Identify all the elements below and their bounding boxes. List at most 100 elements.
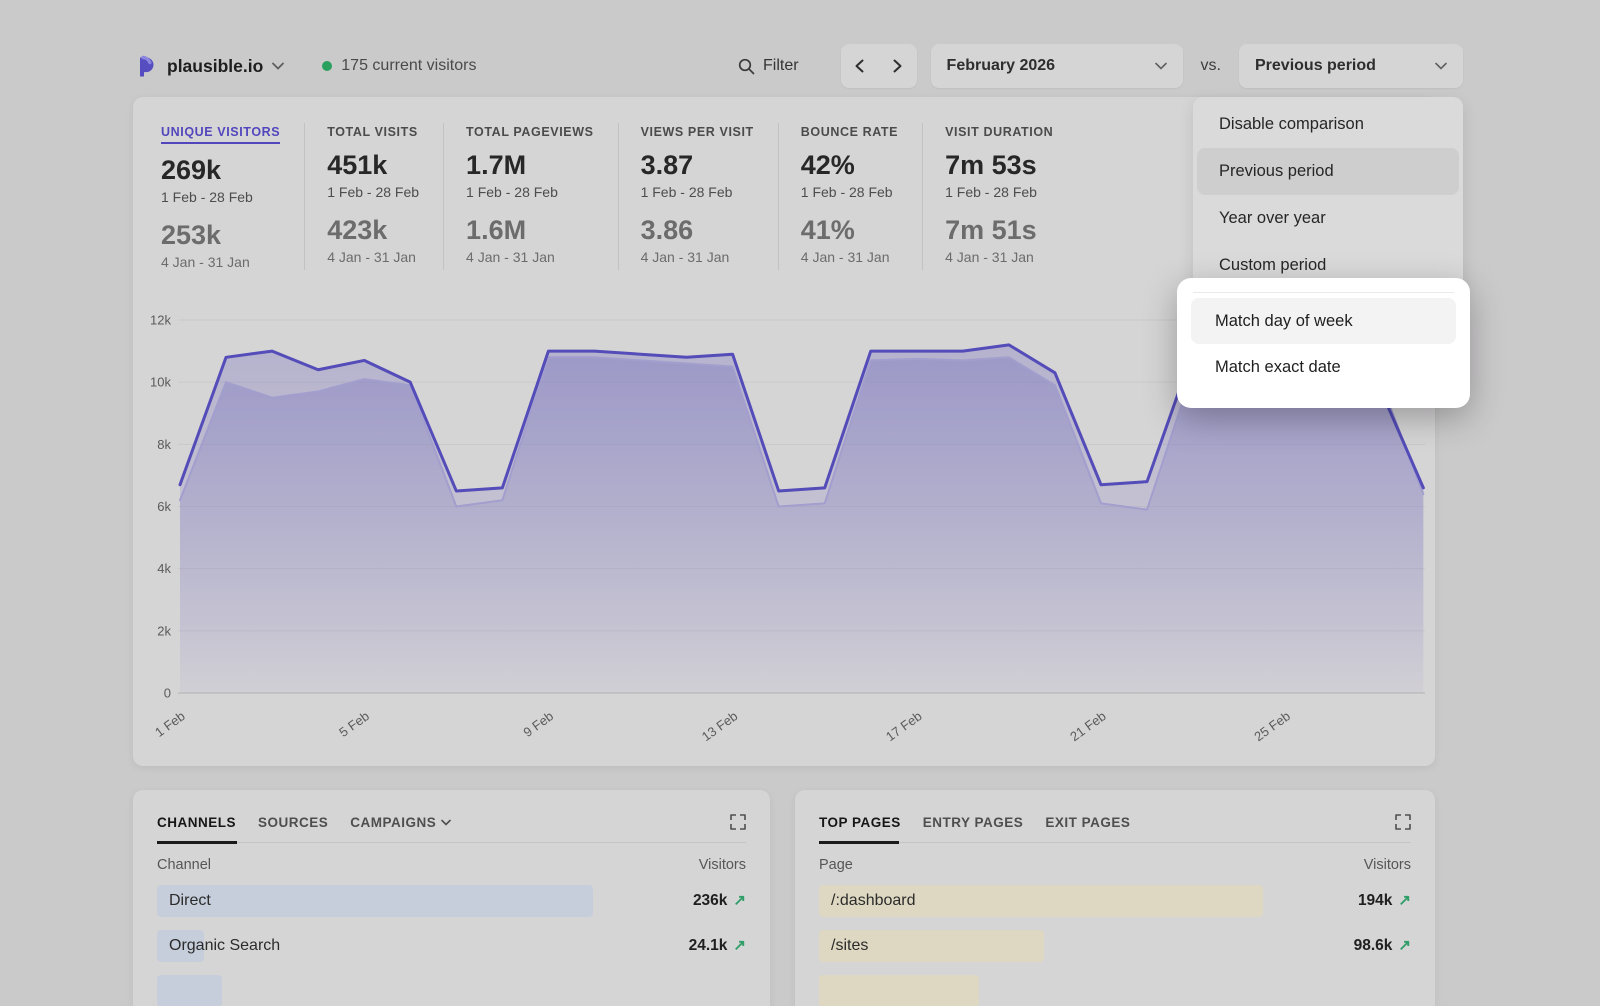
trend-up-icon: ↗ bbox=[1398, 885, 1411, 917]
tab-exit-pages[interactable]: EXIT PAGES bbox=[1045, 815, 1130, 830]
date-nav bbox=[841, 44, 917, 88]
site-selector[interactable]: plausible.io bbox=[133, 54, 284, 79]
svg-text:0: 0 bbox=[164, 686, 171, 701]
comparison-dropdown[interactable]: Previous period bbox=[1239, 44, 1463, 88]
search-icon bbox=[738, 58, 755, 75]
current-visitors-label: 175 current visitors bbox=[341, 57, 476, 75]
row-visitors: 194k bbox=[1358, 885, 1392, 917]
chevron-down-icon bbox=[1155, 57, 1167, 75]
stat-prev-period: 4 Jan - 31 Jan bbox=[641, 249, 754, 265]
channel-row-organic-search[interactable]: Organic Search 24.1k↗ bbox=[157, 930, 746, 962]
channel-row-partial[interactable] bbox=[157, 975, 746, 1006]
stat-visit-duration[interactable]: VISIT DURATION 7m 53s 1 Feb - 28 Feb 7m … bbox=[922, 123, 1077, 270]
stat-prev-period: 4 Jan - 31 Jan bbox=[801, 249, 898, 265]
row-bar bbox=[819, 975, 979, 1006]
chevron-down-icon bbox=[272, 57, 284, 75]
match-mode-submenu: Match day of week Match exact date bbox=[1177, 278, 1470, 408]
stat-value: 42% bbox=[801, 150, 898, 181]
page-row-partial[interactable] bbox=[819, 975, 1411, 1006]
row-bar bbox=[157, 975, 222, 1006]
chevron-down-icon bbox=[441, 819, 451, 826]
tab-sources[interactable]: SOURCES bbox=[258, 815, 328, 830]
period-dropdown[interactable]: February 2026 bbox=[931, 44, 1183, 88]
previous-date-button[interactable] bbox=[841, 44, 879, 88]
stat-unique-visitors[interactable]: UNIQUE VISITORS 269k 1 Feb - 28 Feb 253k… bbox=[161, 123, 304, 270]
menu-item-year-over-year[interactable]: Year over year bbox=[1197, 195, 1459, 242]
tab-campaigns[interactable]: CAMPAIGNS bbox=[350, 815, 451, 830]
stat-value: 3.87 bbox=[641, 150, 754, 181]
stat-label: BOUNCE RATE bbox=[801, 125, 898, 139]
menu-item-previous-period[interactable]: Previous period bbox=[1197, 148, 1459, 195]
stat-value: 451k bbox=[327, 150, 419, 181]
row-name: Direct bbox=[157, 885, 746, 917]
channels-tabs: CHANNELS SOURCES CAMPAIGNS bbox=[157, 814, 746, 843]
stat-prev-value: 423k bbox=[327, 215, 419, 246]
svg-text:10k: 10k bbox=[150, 375, 171, 390]
stat-prev-value: 7m 51s bbox=[945, 215, 1053, 246]
svg-text:6k: 6k bbox=[157, 499, 171, 514]
menu-item-disable-comparison[interactable]: Disable comparison bbox=[1197, 101, 1459, 148]
stat-period: 1 Feb - 28 Feb bbox=[327, 184, 419, 200]
page-row-dashboard[interactable]: /:dashboard 194k↗ bbox=[819, 885, 1411, 917]
row-name: Organic Search bbox=[157, 930, 746, 962]
row-name: /:dashboard bbox=[819, 885, 1411, 917]
stat-period: 1 Feb - 28 Feb bbox=[801, 184, 898, 200]
tab-entry-pages[interactable]: ENTRY PAGES bbox=[923, 815, 1024, 830]
row-name: /sites bbox=[819, 930, 1411, 962]
stat-total-pageviews[interactable]: TOTAL PAGEVIEWS 1.7M 1 Feb - 28 Feb 1.6M… bbox=[443, 123, 618, 270]
trend-up-icon: ↗ bbox=[733, 885, 746, 917]
live-dot-icon bbox=[322, 61, 332, 71]
current-visitors[interactable]: 175 current visitors bbox=[322, 57, 476, 75]
stat-label: VISIT DURATION bbox=[945, 125, 1053, 139]
expand-icon[interactable] bbox=[1395, 814, 1411, 830]
stat-period: 1 Feb - 28 Feb bbox=[641, 184, 754, 200]
row-visitors: 24.1k bbox=[689, 930, 728, 962]
stat-prev-value: 1.6M bbox=[466, 215, 594, 246]
menu-item-match-day-of-week[interactable]: Match day of week bbox=[1191, 298, 1456, 344]
channels-panel: CHANNELS SOURCES CAMPAIGNS Channel Visit… bbox=[133, 790, 770, 1006]
svg-text:4k: 4k bbox=[157, 561, 171, 576]
svg-text:21 Feb: 21 Feb bbox=[1067, 708, 1109, 744]
comparison-label: Previous period bbox=[1255, 57, 1376, 75]
next-date-button[interactable] bbox=[879, 44, 917, 88]
stat-prev-period: 4 Jan - 31 Jan bbox=[327, 249, 419, 265]
stat-views-per-visit[interactable]: VIEWS PER VISIT 3.87 1 Feb - 28 Feb 3.86… bbox=[618, 123, 778, 270]
stat-period: 1 Feb - 28 Feb bbox=[466, 184, 594, 200]
pages-tabs: TOP PAGES ENTRY PAGES EXIT PAGES bbox=[819, 814, 1411, 843]
plausible-logo-icon bbox=[133, 54, 158, 79]
comparison-menu: Disable comparison Previous period Year … bbox=[1193, 97, 1463, 297]
stat-period: 1 Feb - 28 Feb bbox=[161, 189, 280, 205]
stat-label: UNIQUE VISITORS bbox=[161, 125, 280, 144]
svg-text:2k: 2k bbox=[157, 623, 171, 638]
channel-row-direct[interactable]: Direct 236k↗ bbox=[157, 885, 746, 917]
stat-bounce-rate[interactable]: BOUNCE RATE 42% 1 Feb - 28 Feb 41% 4 Jan… bbox=[778, 123, 922, 270]
site-name: plausible.io bbox=[167, 56, 263, 77]
stat-period: 1 Feb - 28 Feb bbox=[945, 184, 1053, 200]
pages-panel: TOP PAGES ENTRY PAGES EXIT PAGES Page Vi… bbox=[795, 790, 1435, 1006]
svg-text:1 Feb: 1 Feb bbox=[152, 708, 188, 740]
menu-item-match-exact-date[interactable]: Match exact date bbox=[1191, 344, 1456, 390]
stat-prev-period: 4 Jan - 31 Jan bbox=[945, 249, 1053, 265]
stat-prev-value: 41% bbox=[801, 215, 898, 246]
row-visitors: 236k bbox=[693, 885, 727, 917]
stat-value: 269k bbox=[161, 155, 280, 186]
pages-columns: Page Visitors bbox=[819, 857, 1411, 873]
stat-total-visits[interactable]: TOTAL VISITS 451k 1 Feb - 28 Feb 423k 4 … bbox=[304, 123, 443, 270]
stat-label: TOTAL PAGEVIEWS bbox=[466, 125, 594, 139]
tab-top-pages[interactable]: TOP PAGES bbox=[819, 815, 901, 830]
column-visitors: Visitors bbox=[1364, 857, 1411, 873]
trend-up-icon: ↗ bbox=[1398, 930, 1411, 962]
row-visitors: 98.6k bbox=[1354, 930, 1393, 962]
svg-text:17 Feb: 17 Feb bbox=[883, 708, 925, 744]
column-page: Page bbox=[819, 857, 853, 873]
svg-text:9 Feb: 9 Feb bbox=[520, 708, 556, 740]
stat-prev-value: 3.86 bbox=[641, 215, 754, 246]
expand-icon[interactable] bbox=[730, 814, 746, 830]
page-row-sites[interactable]: /sites 98.6k↗ bbox=[819, 930, 1411, 962]
stat-value: 7m 53s bbox=[945, 150, 1053, 181]
filter-button[interactable]: Filter bbox=[738, 57, 799, 75]
filter-label: Filter bbox=[763, 57, 799, 75]
tab-channels[interactable]: CHANNELS bbox=[157, 815, 236, 830]
svg-text:25 Feb: 25 Feb bbox=[1251, 708, 1293, 744]
stat-value: 1.7M bbox=[466, 150, 594, 181]
